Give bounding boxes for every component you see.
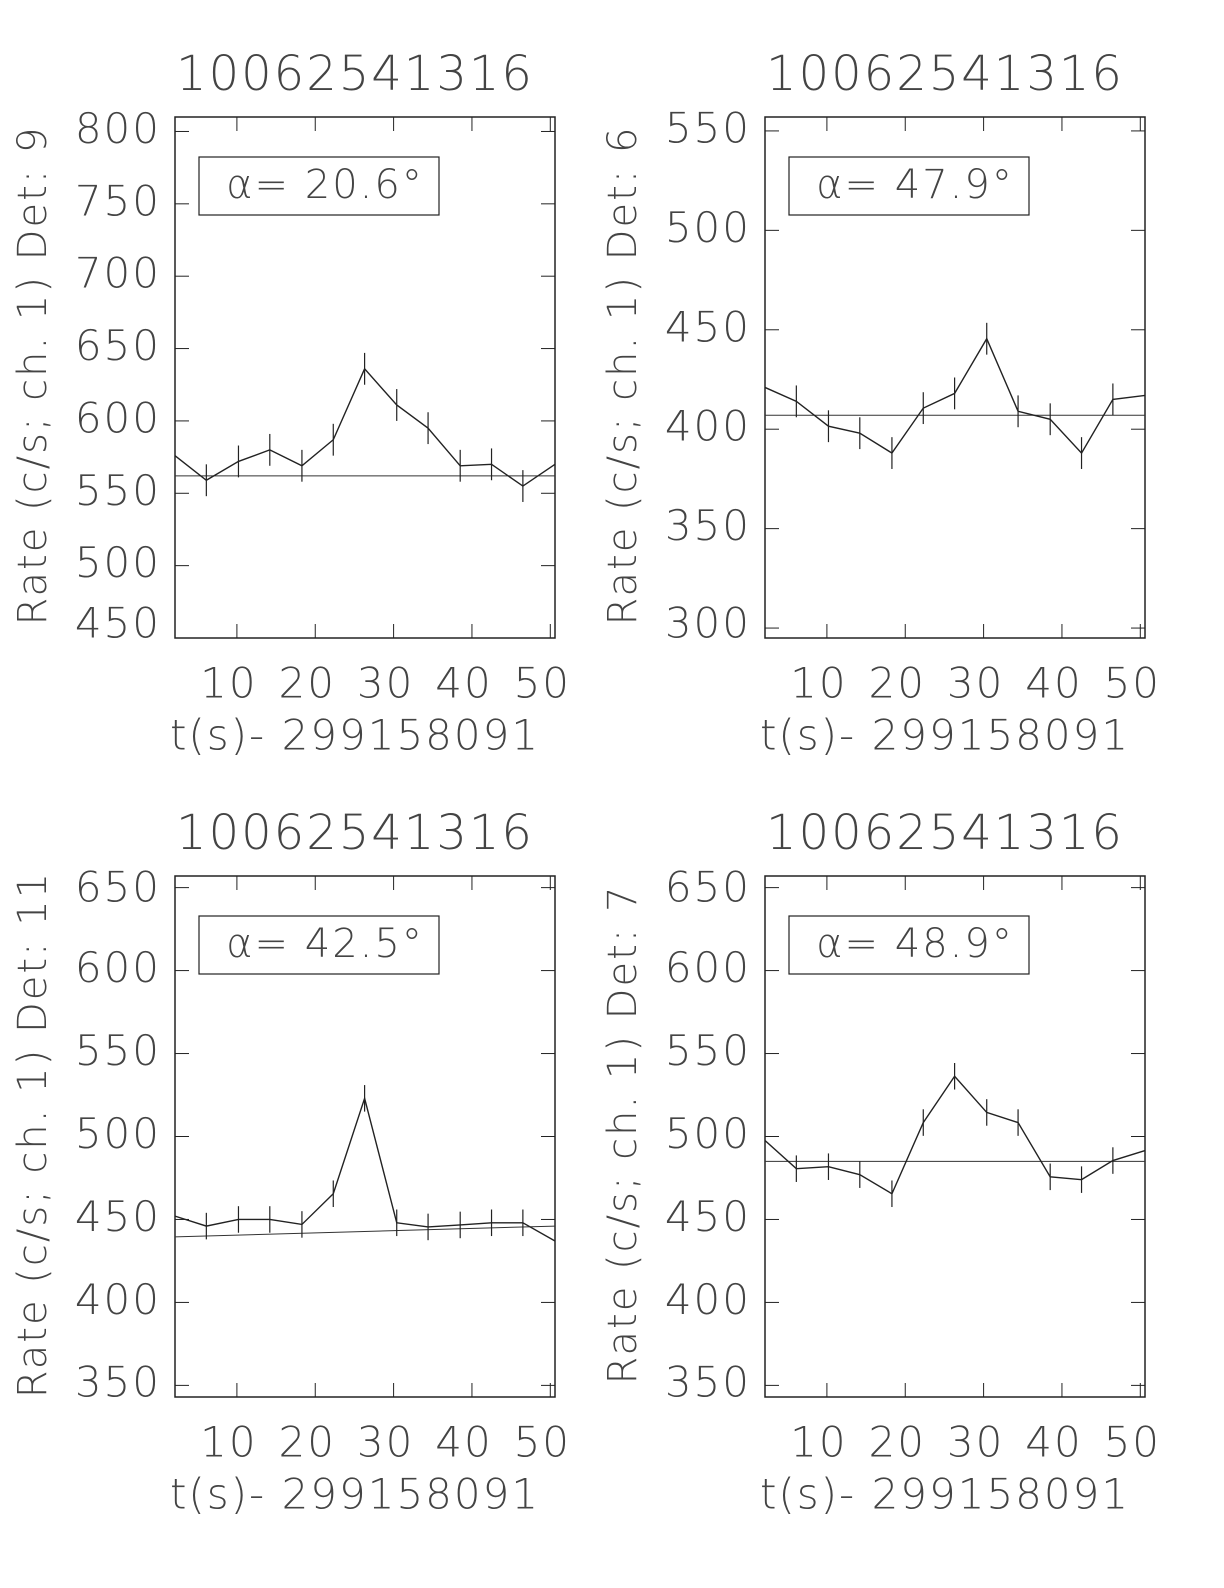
x-tick-label: 50 xyxy=(514,659,571,708)
y-tick-label: 400 xyxy=(665,1275,751,1324)
y-tick-label: 600 xyxy=(75,393,161,442)
y-tick-label: 400 xyxy=(75,1275,161,1324)
chart-title: 10062541316 xyxy=(176,46,534,102)
y-tick-label: 550 xyxy=(75,1026,161,1075)
x-tick-label: 20 xyxy=(279,1418,336,1467)
y-tick-label: 350 xyxy=(75,1358,161,1407)
y-tick-label: 450 xyxy=(75,599,161,648)
annotation: α= 42.5° xyxy=(226,921,424,967)
y-tick-label: 350 xyxy=(665,501,751,550)
y-tick-label: 350 xyxy=(665,1358,751,1407)
x-tick-label: 10 xyxy=(200,659,257,708)
x-tick-label: 30 xyxy=(947,659,1004,708)
x-tick-label: 30 xyxy=(357,1418,414,1467)
y-tick-label: 650 xyxy=(75,321,161,370)
annotation: α= 47.9° xyxy=(816,162,1014,208)
y-tick-label: 750 xyxy=(75,176,161,225)
y-tick-label: 650 xyxy=(75,863,161,912)
x-tick-label: 20 xyxy=(869,1418,926,1467)
y-tick-label: 300 xyxy=(665,599,751,648)
y-tick-label: 700 xyxy=(75,249,161,298)
y-tick-label: 650 xyxy=(665,863,751,912)
x-tick-label: 30 xyxy=(947,1418,1004,1467)
x-tick-label: 10 xyxy=(200,1418,257,1467)
annotation-box xyxy=(788,915,1030,975)
y-tick-label: 400 xyxy=(665,402,751,451)
data-line xyxy=(764,1075,1146,1195)
y-tick-label: 450 xyxy=(75,1192,161,1241)
annotation-box xyxy=(198,156,440,216)
chart-title: 10062541316 xyxy=(176,805,534,861)
annotation-box xyxy=(198,915,440,975)
x-tick-label: 10 xyxy=(790,659,847,708)
x-tick-label: 50 xyxy=(514,1418,571,1467)
x-axis-label: t(s)- 299158091 xyxy=(170,711,540,760)
plot-frame xyxy=(764,116,1146,639)
y-axis-label: Rate (c/s; ch. 1) Det: 6 xyxy=(600,126,646,626)
fit-line xyxy=(174,1225,556,1238)
y-tick-label: 500 xyxy=(75,1109,161,1158)
y-axis-label: Rate (c/s; ch. 1) Det: 11 xyxy=(10,871,56,1398)
y-tick-label: 550 xyxy=(75,466,161,515)
data-line xyxy=(174,1095,556,1242)
x-tick-label: 40 xyxy=(435,1418,492,1467)
annotation: α= 20.6° xyxy=(226,162,424,208)
y-tick-label: 550 xyxy=(665,1026,751,1075)
y-tick-label: 450 xyxy=(665,302,751,351)
data-line xyxy=(174,367,556,487)
x-axis-label: t(s)- 299158091 xyxy=(170,1470,540,1519)
chart-title: 10062541316 xyxy=(766,805,1124,861)
x-tick-label: 20 xyxy=(279,659,336,708)
x-tick-label: 30 xyxy=(357,659,414,708)
y-tick-label: 550 xyxy=(665,104,751,153)
annotation-box xyxy=(788,156,1030,216)
x-tick-label: 40 xyxy=(1025,659,1082,708)
x-axis-label: t(s)- 299158091 xyxy=(760,711,1130,760)
plot-frame xyxy=(174,116,556,639)
x-tick-label: 50 xyxy=(1104,659,1161,708)
x-tick-label: 20 xyxy=(869,659,926,708)
annotation: α= 48.9° xyxy=(816,921,1014,967)
y-tick-label: 500 xyxy=(665,203,751,252)
x-axis-label: t(s)- 299158091 xyxy=(760,1470,1130,1519)
y-tick-label: 600 xyxy=(75,943,161,992)
y-tick-label: 800 xyxy=(75,104,161,153)
x-tick-label: 50 xyxy=(1104,1418,1161,1467)
y-axis-label: Rate (c/s; ch. 1) Det: 7 xyxy=(600,885,646,1385)
y-tick-label: 500 xyxy=(665,1109,751,1158)
y-tick-label: 450 xyxy=(665,1192,751,1241)
y-tick-label: 500 xyxy=(75,538,161,587)
x-tick-label: 40 xyxy=(435,659,492,708)
chart-title: 10062541316 xyxy=(766,46,1124,102)
y-axis-label: Rate (c/s; ch. 1) Det: 9 xyxy=(10,126,56,626)
x-tick-label: 40 xyxy=(1025,1418,1082,1467)
y-tick-label: 600 xyxy=(665,943,751,992)
x-tick-label: 10 xyxy=(790,1418,847,1467)
